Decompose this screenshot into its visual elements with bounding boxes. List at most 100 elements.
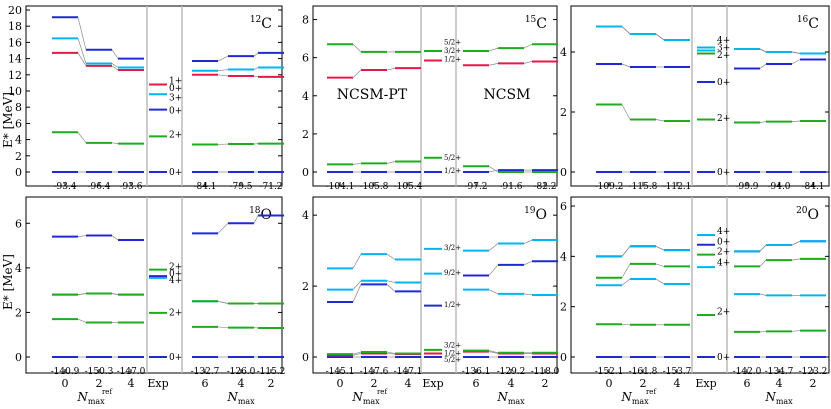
pt-connector (621, 26, 631, 35)
nucleus-label: 20O (796, 206, 819, 223)
ncsm-gs-energy: -129.2 (497, 367, 526, 377)
pt-connector (111, 63, 119, 68)
exp-state-label: 1/2+ (444, 167, 461, 175)
y-tick-label: 4 (302, 90, 309, 103)
pt-connector (655, 119, 665, 122)
pt-connector (621, 323, 631, 326)
panel-frame (570, 196, 830, 374)
ncsm-connector (253, 67, 259, 70)
ncsm-connector (217, 69, 229, 72)
xlabel-ref-sup: ref (646, 388, 657, 396)
exp-state-label: 3/2+ (444, 47, 461, 55)
ncsm-connector (217, 74, 229, 77)
annotation-ncsm: NCSM (484, 87, 531, 103)
pt-connector (655, 278, 665, 285)
ncsm-gs-energy: -71.2 (259, 182, 282, 192)
nucleus-symbol: C (536, 16, 547, 32)
xlabel-ref-sub: max (363, 397, 380, 406)
ncsm-connector (488, 47, 499, 52)
ncsm-gs-energy: -91.6 (499, 182, 522, 192)
ylabel-bottom: E* [MeV] (1, 254, 15, 310)
pt-connector (621, 263, 631, 278)
xlabel-nmax-sub: max (508, 397, 525, 406)
x-tick-label-ref: 2 (371, 377, 378, 390)
pt-gs-energy: -150.3 (85, 367, 114, 377)
x-tick-label-ref: 2 (96, 377, 103, 390)
ncsm-connector (523, 43, 533, 49)
exp-state-label: 4+ (169, 276, 182, 286)
ncsm-gs-energy: -82.2 (533, 182, 556, 192)
pt-connector (111, 293, 119, 295)
y-tick-label: 4 (15, 134, 22, 147)
nucleus-label: 16C (797, 15, 819, 32)
ncsm-connector (759, 259, 767, 267)
pt-gs-energy: -153.7 (663, 367, 692, 377)
ncsm-connector (759, 293, 767, 296)
exp-state-label: 2+ (169, 131, 182, 141)
exp-state-label: 0+ (169, 353, 182, 363)
y-tick-label: 0 (15, 351, 22, 364)
exp-state-label: 0+ (169, 106, 182, 116)
nucleus-mass: 19 (524, 206, 536, 216)
pt-connector (386, 351, 396, 354)
exp-state-label: 3+ (169, 93, 182, 103)
ncsm-gs-energy: -142.0 (733, 367, 762, 377)
exp-state-label: 1/2+ (444, 350, 461, 358)
nucleus-label: 19O (524, 206, 547, 223)
ncsm-connector (759, 330, 767, 333)
pt-connector (621, 63, 631, 68)
pt-connector (111, 142, 119, 144)
ncsm-connector (523, 293, 533, 296)
pt-connector (352, 284, 362, 303)
ncsm-connector (759, 48, 767, 53)
exp-state-label: 1/2+ (444, 301, 461, 309)
pt-connector (386, 284, 396, 292)
y-tick-label: 2 (15, 150, 22, 163)
pt-connector (352, 69, 362, 78)
y-tick-label: 12 (8, 69, 22, 82)
exp-state-label: 0+ (169, 269, 182, 279)
exp-state-label: 4+ (717, 36, 730, 46)
exp-column-label: Exp (422, 377, 443, 390)
ncsm-gs-energy: -123.2 (799, 367, 828, 377)
ncsm-connector (488, 243, 499, 251)
exp-state-label: 2+ (717, 114, 730, 124)
y-tick-label: 4 (302, 209, 309, 222)
pt-connector (655, 263, 665, 267)
x-tick-label-ref: 4 (405, 377, 412, 390)
ncsm-gs-energy: -97.2 (464, 182, 487, 192)
y-tick-label: 6 (302, 52, 309, 65)
x-tick-label-nmax: 4 (776, 377, 783, 390)
exp-state-label: 3+ (717, 44, 730, 54)
y-tick-label: 14 (8, 53, 22, 66)
xlabel-ref: Nmax (620, 390, 649, 406)
pt-connector (386, 280, 396, 283)
exp-state-label: 0+ (169, 168, 182, 178)
ncsm-gs-energy: -79.5 (229, 182, 252, 192)
pt-gs-energy: -96.4 (87, 182, 110, 192)
pt-connector (77, 17, 87, 50)
ncsm-gs-energy: -134.7 (765, 367, 794, 377)
nucleus-mass: 20 (796, 206, 808, 216)
y-tick-label: 4 (15, 262, 22, 275)
pt-connector (352, 351, 362, 355)
x-tick-label-ref: 0 (62, 377, 69, 390)
pt-connector (386, 161, 396, 164)
y-tick-label: 4 (560, 46, 567, 59)
nucleus-symbol: C (261, 16, 272, 32)
y-tick-label: 10 (8, 85, 22, 98)
ncsm-connector (791, 120, 801, 122)
y-tick-label: 6 (15, 117, 22, 130)
ncsm-gs-energy: -84.1 (801, 182, 824, 192)
exp-state-label: 3/2+ (444, 244, 461, 252)
pt-connector (655, 245, 665, 251)
x-tick-label-nmax: 4 (508, 377, 515, 390)
pt-gs-energy: -104.1 (326, 182, 355, 192)
ncsm-gs-energy: -132.7 (191, 367, 220, 377)
ncsm-gs-energy: -84.1 (193, 182, 216, 192)
pt-connector (621, 278, 631, 286)
pt-gs-energy: -147.6 (360, 367, 389, 377)
